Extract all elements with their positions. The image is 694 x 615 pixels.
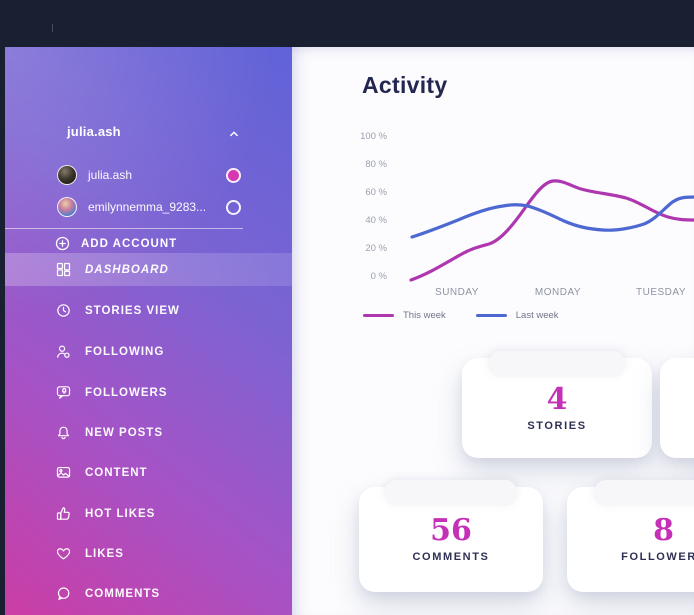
add-account-button[interactable]: ADD ACCOUNT [54,235,177,252]
followers-count: 8 [653,513,674,548]
legend-this-week: This week [363,310,446,321]
legend-label: This week [403,310,446,321]
account-radio-unselected[interactable] [226,200,241,215]
y-axis-tick: 40 % [365,215,387,226]
sub-account-name: julia.ash [88,168,133,182]
stories-label: STORIES [527,419,587,432]
sub-account-emilynnemma[interactable]: emilynnemma_9283... [57,197,227,217]
text-caret [52,24,53,32]
page-title: Activity [362,72,448,98]
sidebar-item-label: LIKES [85,547,124,560]
chat-bubble-icon [55,585,72,602]
legend-last-week: Last week [475,310,559,321]
account-radio-selected[interactable] [226,168,241,183]
comments-label: COMMENTS [412,551,490,563]
bell-icon [55,424,72,441]
sidebar-item-comments[interactable]: COMMENTS [5,577,292,610]
legend-label: Last week [515,310,559,321]
followers-label: FOLLOWERS [621,551,694,563]
sidebar-item-label: NEW POSTS [85,426,164,439]
legend-swatch-pink [363,314,394,317]
sidebar: julia.ash [5,47,292,615]
bubble-bell-icon [55,384,72,401]
avatar [57,197,77,217]
sidebar-item-content[interactable]: CONTENT [5,456,292,489]
line-last-week [410,195,694,239]
sidebar-item-hot-likes[interactable]: HOT LIKES [5,497,292,530]
y-axis-tick: 20 % [365,243,387,254]
thumb-up-icon [55,505,72,522]
y-axis-tick: 100 % [360,131,387,142]
account-name: julia.ash [67,123,121,139]
user-icon [55,343,72,360]
sidebar-item-dashboard[interactable]: DASHBOARD [5,253,292,286]
top-bar [0,0,694,47]
sidebar-item-stories-view[interactable]: STORIES VIEW [5,294,292,327]
add-account-label: ADD ACCOUNT [81,237,178,250]
clock-icon [55,302,72,319]
sidebar-item-label: FOLLOWERS [85,386,168,399]
sidebar-item-label: DASHBOARD [85,263,169,276]
main-content: Activity 100 % 80 % 60 % 40 % 20 % 0 % S… [292,47,694,615]
sidebar-item-new-posts[interactable]: NEW POSTS [5,416,292,449]
followers-card[interactable]: 8 FOLLOWERS [567,480,694,592]
sidebar-divider [5,228,243,229]
sub-account-julia[interactable]: julia.ash [57,165,227,185]
y-axis-tick: 0 % [370,271,387,282]
y-axis-tick: 60 % [365,187,387,198]
sidebar-item-label: STORIES VIEW [85,304,180,317]
sidebar-item-label: HOT LIKES [85,507,156,520]
comments-count: 56 [430,513,472,548]
plus-circle-icon [54,235,71,252]
sidebar-item-followers[interactable]: FOLLOWERS [5,376,292,409]
line-this-week [409,179,694,282]
chevron-up-icon[interactable] [227,127,241,141]
x-axis-tick: MONDAY [534,287,582,298]
sub-account-name: emilynnemma_9283... [88,200,207,214]
account-switcher[interactable]: julia.ash [55,118,255,144]
stories-card[interactable]: 4 STORIES [462,351,652,458]
comments-card[interactable]: 56 COMMENTS [359,480,543,592]
chart-legend: This week Last week [363,310,559,321]
dashboard-grid-icon [55,261,72,278]
stories-count: 4 [546,381,568,417]
partial-card[interactable] [660,358,694,458]
sidebar-item-label: CONTENT [85,466,148,479]
avatar [57,165,77,185]
heart-icon [55,545,72,562]
sidebar-item-label: COMMENTS [85,587,161,600]
legend-swatch-blue [475,314,507,317]
x-axis-tick: TUESDAY [636,287,686,298]
image-icon [55,464,72,481]
y-axis-tick: 80 % [365,159,387,170]
sidebar-item-label: FOLLOWING [85,345,165,358]
sidebar-item-following[interactable]: FOLLOWING [5,335,292,368]
x-axis-tick: SUNDAY [435,287,479,298]
sidebar-item-likes[interactable]: LIKES [5,537,292,570]
